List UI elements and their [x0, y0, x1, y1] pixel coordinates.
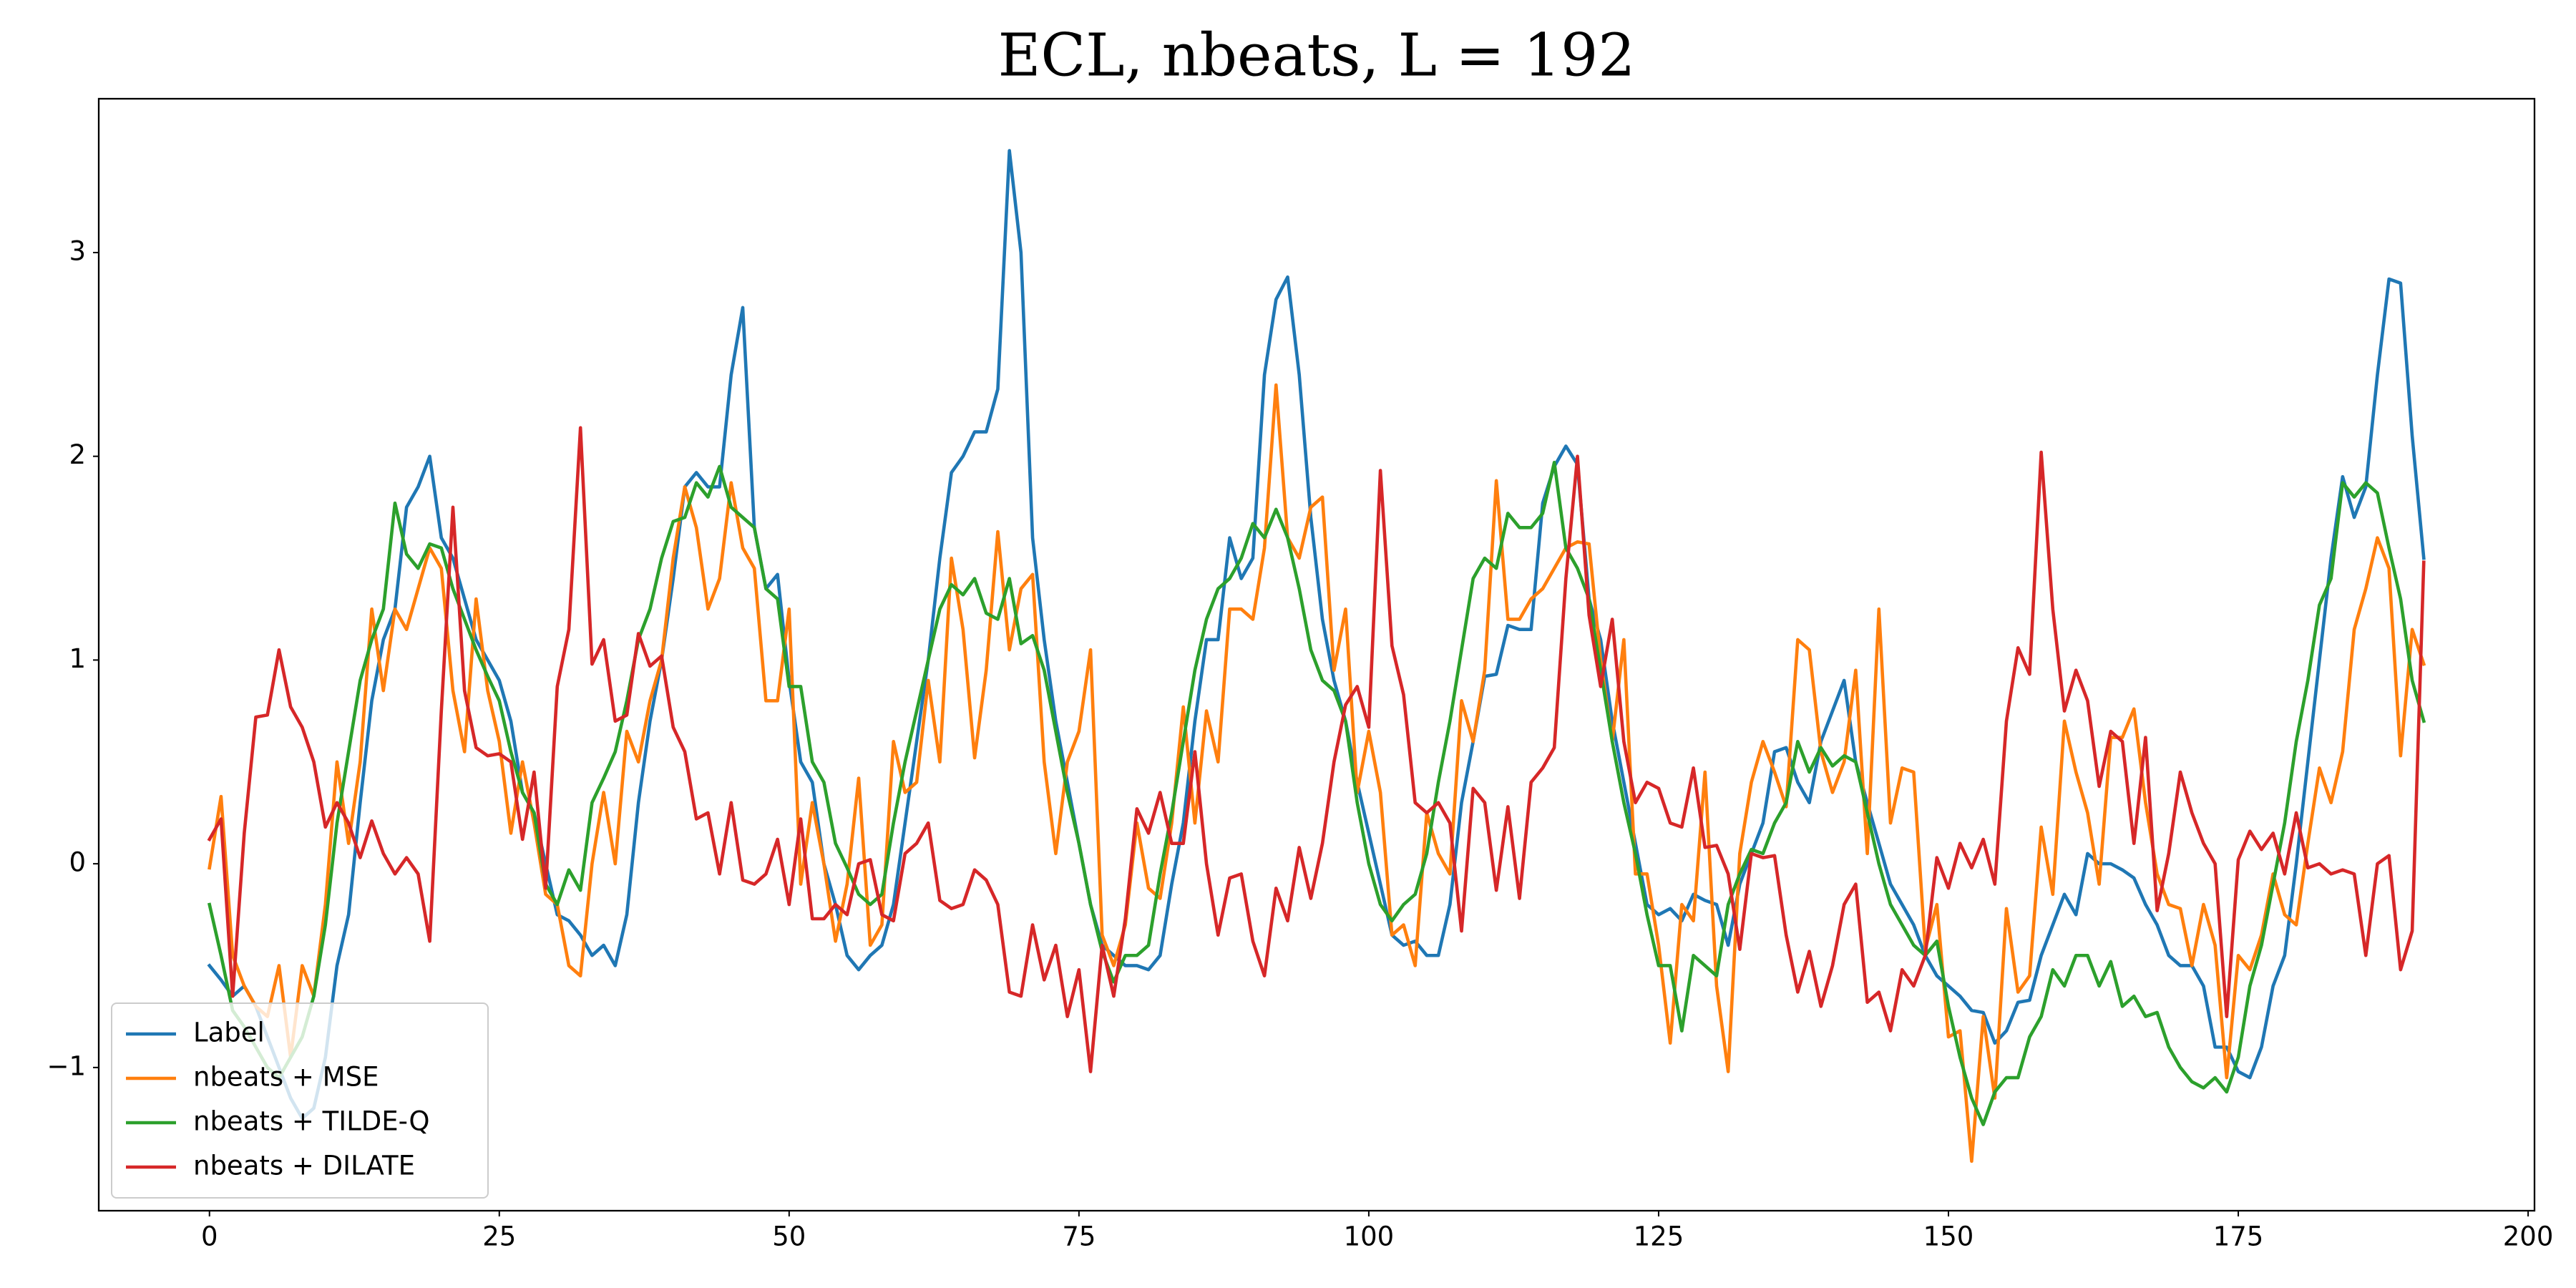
x-tick-label: 50	[772, 1221, 806, 1252]
x-tick-label: 125	[1634, 1221, 1684, 1252]
legend-label: nbeats + TILDE-Q	[193, 1106, 430, 1137]
legend-label: Label	[193, 1018, 265, 1048]
y-tick-label: 3	[69, 235, 86, 266]
legend-label: nbeats + MSE	[193, 1062, 379, 1093]
x-tick-label: 0	[201, 1221, 218, 1252]
x-tick-label: 150	[1923, 1221, 1974, 1252]
y-tick-label: 2	[69, 439, 86, 470]
x-tick-label: 25	[482, 1221, 516, 1252]
chart-title: ECL, nbeats, L = 192	[998, 22, 1636, 90]
x-tick-label: 100	[1344, 1221, 1395, 1252]
legend-label: nbeats + DILATE	[193, 1151, 415, 1181]
series-line	[207, 426, 2426, 1073]
y-tick-label: −1	[47, 1050, 86, 1081]
series-line	[207, 460, 2426, 1126]
x-tick-label: 175	[2213, 1221, 2264, 1252]
series-line	[207, 149, 2426, 1121]
legend-box	[111, 1002, 489, 1199]
x-tick-label: 200	[2503, 1221, 2554, 1252]
plot-frame	[97, 97, 2536, 1212]
plot-area	[207, 149, 2426, 1163]
series-line	[208, 383, 2426, 1163]
y-tick-label: 0	[69, 847, 86, 878]
y-tick-label: 1	[69, 643, 86, 674]
x-tick-label: 75	[1062, 1221, 1096, 1252]
